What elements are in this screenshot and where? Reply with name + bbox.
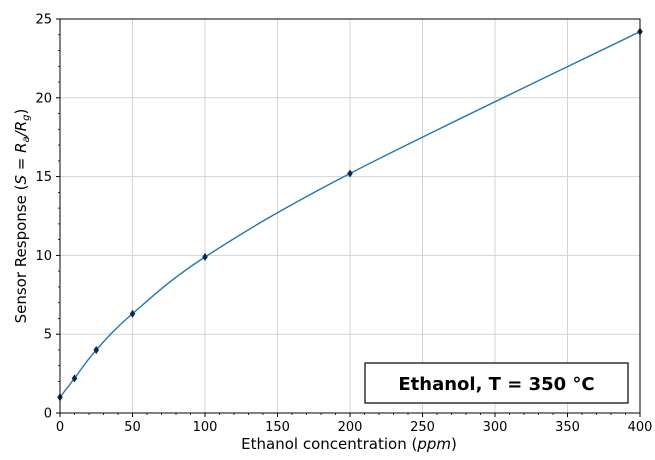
x-tick-label: 350 <box>555 420 580 435</box>
plot-frame <box>59 18 641 414</box>
grid <box>59 18 641 414</box>
x-tick-label: 50 <box>124 420 141 435</box>
y-axis-label: Sensor Response (S = Ra/Rg) <box>12 109 32 324</box>
x-tick-label: 400 <box>628 420 653 435</box>
y-tick-label: 5 <box>44 328 52 343</box>
y-tick-label: 10 <box>35 249 52 264</box>
x-tick-label: 0 <box>56 420 64 435</box>
y-tick-label: 25 <box>35 13 52 28</box>
x-tick-label: 200 <box>338 420 363 435</box>
annotation-text: Ethanol, T = 350 °C <box>398 374 594 395</box>
data-point <box>71 374 78 383</box>
annotation-box: Ethanol, T = 350 °C <box>364 362 629 404</box>
x-axis-label: Ethanol concentration (ppm) <box>241 435 457 453</box>
y-tick-label: 20 <box>35 91 52 106</box>
minor-ticks <box>58 34 626 415</box>
data-point <box>347 169 353 178</box>
x-tick-label: 250 <box>410 420 435 435</box>
x-tick-label: 300 <box>483 420 508 435</box>
data-point <box>93 345 100 354</box>
tick-labels: 0 50 100 150 200 250 300 350 400 0 5 10 15 20 25 <box>35 13 652 436</box>
x-tick-label: 100 <box>193 420 218 435</box>
x-tick-label: 150 <box>265 420 290 435</box>
data-point <box>202 252 208 261</box>
y-tick-label: 15 <box>35 170 52 185</box>
major-ticks <box>56 18 641 417</box>
data-point <box>129 309 136 318</box>
y-tick-label: 0 <box>44 407 52 422</box>
series-line <box>59 30 641 398</box>
